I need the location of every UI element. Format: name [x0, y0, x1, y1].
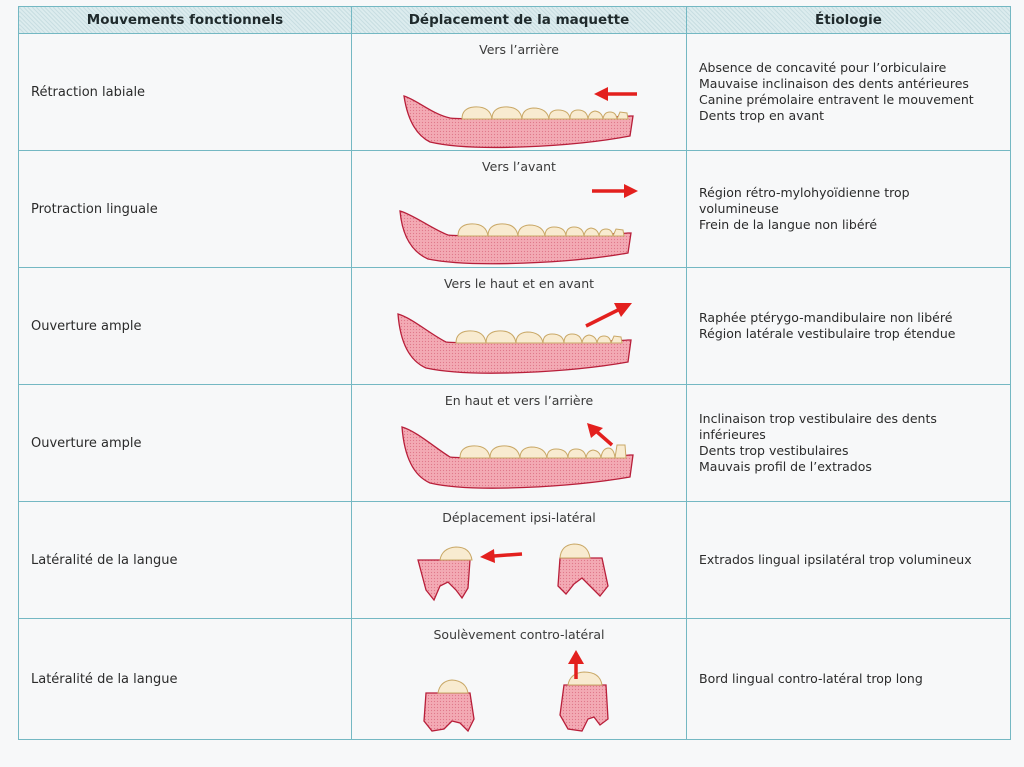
etiology-line: Inclinaison trop vestibulaire des dents	[699, 411, 937, 426]
etiology-cell: Absence de concavité pour l’orbiculaire …	[686, 33, 1011, 151]
movement-cell: Protraction linguale	[18, 150, 352, 268]
figure-cell: Déplacement ipsi-latéral	[351, 501, 687, 619]
movement-cell: Latéralité de la langue	[18, 618, 352, 740]
movement-cell: Rétraction labiale	[18, 33, 352, 151]
figure-caption: Déplacement ipsi-latéral	[442, 510, 596, 525]
arrow-up-icon	[568, 650, 584, 679]
figure-cell: Soulèvement contro-latéral	[351, 618, 687, 740]
cross-section-left	[417, 546, 473, 602]
mandible-side-view-illustration	[397, 303, 632, 374]
etiology-line: Région rétro-mylohyoïdienne trop	[699, 185, 910, 200]
etiology-line: volumineuse	[699, 201, 779, 216]
arrow-up-left-icon	[587, 423, 614, 447]
etiology-line: Mauvaise inclinaison des dents antérieur…	[699, 76, 969, 91]
table-row: Ouverture ample En haut et vers l’arrièr…	[18, 384, 1011, 502]
table-row: Ouverture ample Vers le haut et en avant	[18, 267, 1011, 385]
table-row: Latéralité de la langue Déplacement ipsi…	[18, 501, 1011, 619]
cross-section-left	[423, 679, 475, 733]
arrow-left-icon	[480, 549, 523, 563]
figure-caption: Vers l’avant	[482, 159, 556, 174]
etiology-line: Extrados lingual ipsilatéral trop volumi…	[699, 552, 972, 567]
mandible-side-view-illustration	[401, 423, 634, 489]
etiology-line: Dents trop en avant	[699, 108, 825, 123]
mandible-side-view-illustration	[399, 184, 638, 265]
cross-section-right	[559, 671, 609, 732]
teeth-row	[459, 444, 627, 459]
movement-cell: Ouverture ample	[18, 267, 352, 385]
mandible-side-view-illustration	[403, 87, 637, 149]
etiology-line: Raphée ptérygo-mandibulaire non libéré	[699, 310, 953, 325]
etiology-line: inférieures	[699, 427, 766, 442]
mandible-cross-section-illustration	[417, 543, 609, 602]
etiology-line: Région latérale vestibulaire trop étendu…	[699, 326, 956, 341]
figure-cell: Vers le haut et en avant	[351, 267, 687, 385]
figure-caption: Vers l’arrière	[479, 42, 559, 57]
table-row: Latéralité de la langue Soulèvement cont…	[18, 618, 1011, 740]
teeth-row	[455, 330, 623, 344]
etiology-line: Dents trop vestibulaires	[699, 443, 849, 458]
movements-table: Mouvements fonctionnels Déplacement de l…	[18, 6, 1011, 740]
gum-shape	[403, 95, 634, 149]
movement-cell: Ouverture ample	[18, 384, 352, 502]
teeth-row	[461, 106, 629, 120]
figure-cell: Vers l’avant	[351, 150, 687, 268]
header-etiology: Étiologie	[686, 6, 1011, 34]
teeth-row	[457, 223, 625, 237]
figure-caption: En haut et vers l’arrière	[444, 393, 594, 408]
etiology-cell: Inclinaison trop vestibulaire des dents …	[686, 384, 1011, 502]
header-row: Mouvements fonctionnels Déplacement de l…	[18, 6, 1011, 34]
table-row: Protraction linguale Vers l’avant	[18, 150, 1011, 268]
figure-cell: Vers l’arrière	[351, 33, 687, 151]
figure-cell: En haut et vers l’arrière	[351, 384, 687, 502]
header-displacement: Déplacement de la maquette	[351, 6, 687, 34]
etiology-cell: Bord lingual contro-latéral trop long	[686, 618, 1011, 740]
figure-caption: Vers le haut et en avant	[443, 276, 595, 291]
gum-shape	[401, 426, 634, 489]
table-row: Rétraction labiale Vers l’arrière	[18, 33, 1011, 151]
cross-section-right	[557, 543, 609, 597]
etiology-line: Bord lingual contro-latéral trop long	[699, 671, 923, 686]
etiology-cell: Extrados lingual ipsilatéral trop volumi…	[686, 501, 1011, 619]
etiology-line: Canine prémolaire entravent le mouvement	[699, 92, 974, 107]
mandible-cross-section-illustration	[423, 650, 609, 733]
arrow-left-icon	[594, 87, 637, 101]
arrow-up-right-icon	[585, 303, 632, 328]
gum-shape	[399, 210, 632, 265]
header-movements: Mouvements fonctionnels	[18, 6, 352, 34]
gum-shape	[397, 313, 632, 374]
table-page: Mouvements fonctionnels Déplacement de l…	[18, 6, 1011, 758]
etiology-cell: Région rétro-mylohyoïdienne trop volumin…	[686, 150, 1011, 268]
etiology-line: Absence de concavité pour l’orbiculaire	[699, 60, 947, 75]
arrow-right-icon	[592, 184, 638, 198]
etiology-line: Frein de la langue non libéré	[699, 217, 878, 232]
movement-cell: Latéralité de la langue	[18, 501, 352, 619]
figure-caption: Soulèvement contro-latéral	[433, 627, 605, 642]
etiology-line: Mauvais profil de l’extrados	[699, 459, 872, 474]
etiology-cell: Raphée ptérygo-mandibulaire non libéré R…	[686, 267, 1011, 385]
